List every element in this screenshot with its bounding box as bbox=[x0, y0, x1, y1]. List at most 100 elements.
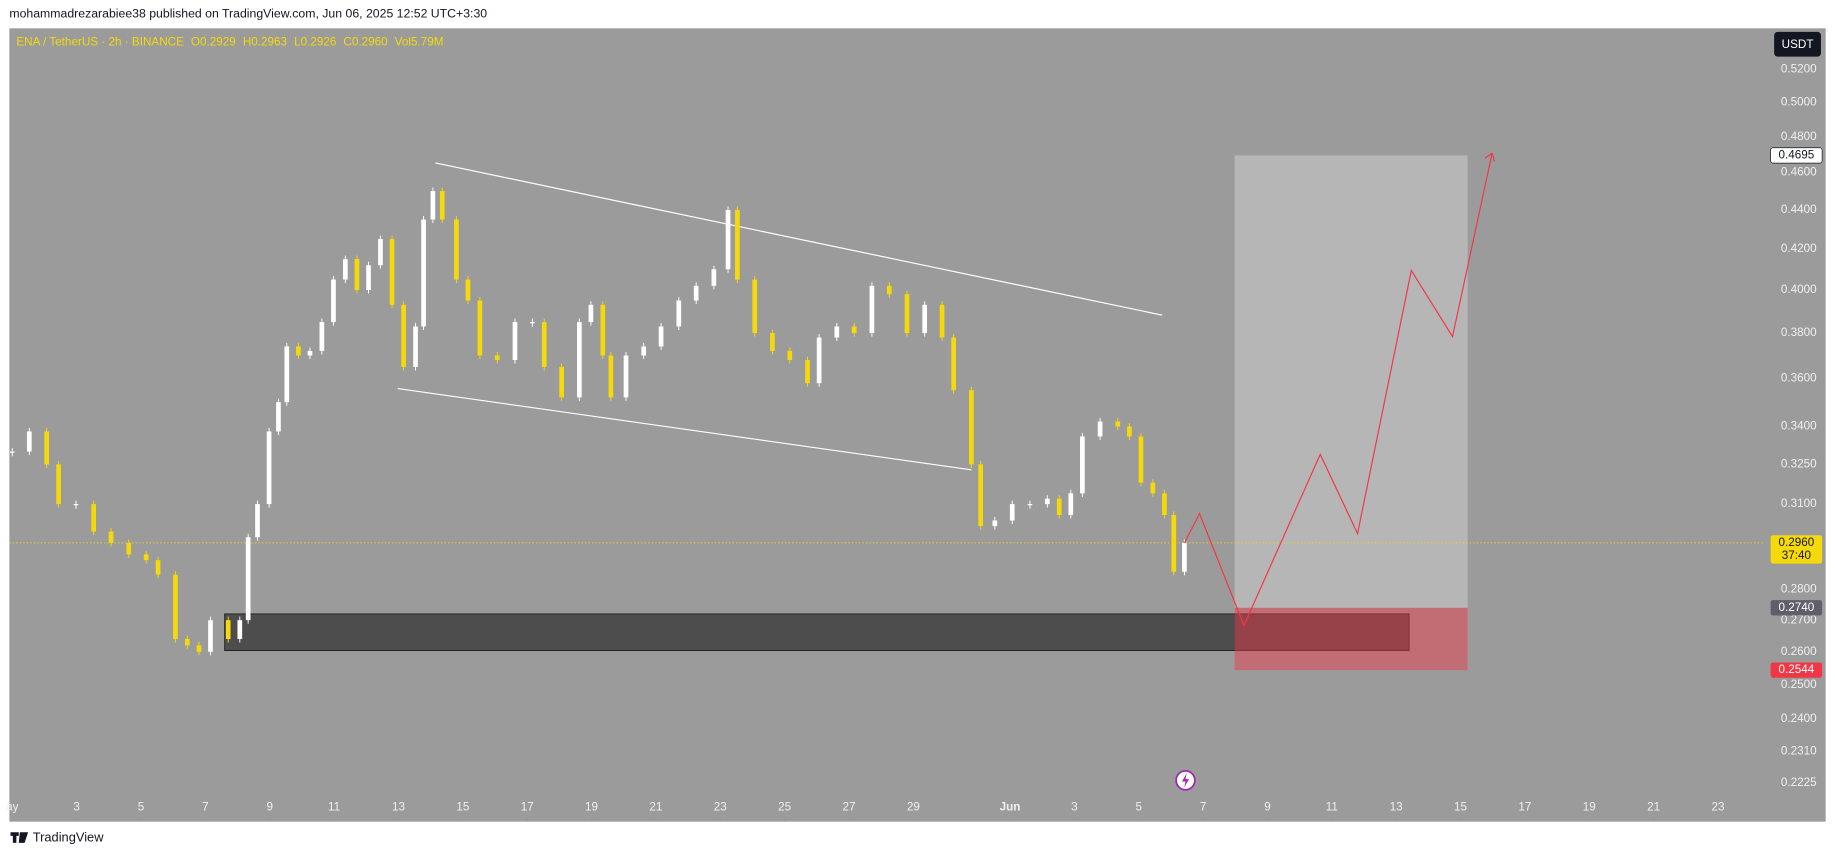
y-tick-label: 0.4400 bbox=[1781, 203, 1817, 216]
x-tick-label: Jun bbox=[1000, 801, 1021, 814]
support-zone bbox=[224, 613, 1410, 652]
y-tick-label: 0.4800 bbox=[1781, 130, 1817, 143]
brand-logo bbox=[10, 832, 29, 843]
currency-box bbox=[1774, 31, 1821, 57]
currency: USDT bbox=[1782, 38, 1814, 51]
y-tick-label: 0.5200 bbox=[1781, 63, 1817, 76]
candle bbox=[245, 537, 251, 621]
y-tick-label: 0.3400 bbox=[1781, 420, 1817, 433]
candle bbox=[1150, 482, 1156, 494]
candle bbox=[44, 431, 50, 465]
price-label: 0.2960 bbox=[1778, 536, 1814, 549]
symbol-legend: ENA / TetherUS · 2h · BINANCE O0.2929 H0.2… bbox=[16, 36, 443, 49]
y-tick-label: 0.2225 bbox=[1781, 776, 1817, 789]
brand: TradingView bbox=[33, 830, 104, 845]
x-tick-label: 11 bbox=[328, 801, 340, 814]
x-tick-label: 7 bbox=[202, 801, 209, 814]
candle bbox=[641, 346, 647, 356]
price-label: 0.2544 bbox=[1778, 663, 1814, 676]
x-tick-label: 3 bbox=[1071, 801, 1078, 814]
stop-box bbox=[1234, 607, 1468, 671]
candle bbox=[155, 560, 161, 575]
candle bbox=[108, 531, 114, 543]
x-tick-label: 17 bbox=[521, 801, 534, 814]
candle bbox=[266, 431, 272, 505]
candle bbox=[559, 366, 564, 398]
candle bbox=[26, 431, 32, 452]
y-tick-label: 0.2700 bbox=[1781, 613, 1817, 626]
price-label: 0.4695 bbox=[1778, 149, 1814, 162]
candle bbox=[752, 279, 758, 334]
x-tick-label: 29 bbox=[907, 801, 920, 814]
plot: ENA / TetherUS · 2h · BINANCE O0.2929 H0.2… bbox=[6, 31, 1823, 822]
candle bbox=[1097, 421, 1103, 437]
candle bbox=[494, 355, 500, 361]
y-tick-label: 0.5000 bbox=[1781, 96, 1817, 109]
candle bbox=[126, 542, 132, 555]
candle bbox=[319, 322, 325, 351]
y-tick-label: 0.3800 bbox=[1781, 326, 1817, 339]
y-tick-label: 0.3100 bbox=[1781, 497, 1817, 510]
candle bbox=[331, 279, 336, 323]
x-tick-label: 3 bbox=[73, 801, 80, 814]
candle bbox=[886, 285, 892, 295]
x-tick-label: 17 bbox=[1518, 801, 1531, 814]
x-tick-label: 7 bbox=[1200, 801, 1207, 814]
x-tick-label: ay bbox=[6, 801, 18, 814]
x-tick-label: 25 bbox=[778, 801, 791, 814]
y-tick-label: 0.3600 bbox=[1781, 372, 1817, 385]
candle bbox=[1027, 504, 1033, 506]
candle bbox=[608, 355, 614, 398]
candle bbox=[354, 259, 360, 290]
x-tick-label: 13 bbox=[392, 801, 405, 814]
candle bbox=[366, 265, 371, 290]
candle bbox=[413, 326, 418, 367]
x-tick-label: 23 bbox=[714, 801, 727, 814]
candle bbox=[1127, 426, 1132, 437]
candle bbox=[711, 269, 717, 286]
price-label-box bbox=[1770, 147, 1823, 164]
candle bbox=[851, 326, 857, 334]
candle bbox=[969, 390, 974, 465]
candle bbox=[143, 554, 149, 561]
candle bbox=[1056, 498, 1062, 515]
candle bbox=[439, 191, 445, 220]
x-tick-label: 27 bbox=[843, 801, 856, 814]
legend-value: L0.2926 bbox=[294, 36, 337, 49]
arrow-head bbox=[1484, 152, 1495, 162]
legend-value: H0.2963 bbox=[243, 36, 288, 49]
event-icon[interactable] bbox=[1175, 770, 1196, 791]
candle bbox=[939, 304, 945, 338]
channel-line bbox=[435, 162, 1163, 316]
candle bbox=[978, 464, 984, 527]
candle bbox=[1115, 421, 1121, 427]
candle bbox=[430, 191, 436, 220]
y-tick-label: 0.3250 bbox=[1781, 457, 1817, 470]
candle bbox=[951, 337, 956, 391]
candle bbox=[922, 304, 928, 334]
candle bbox=[904, 294, 910, 334]
x-tick-label: 21 bbox=[649, 801, 662, 814]
candle bbox=[1044, 498, 1050, 505]
y-tick-label: 0.2400 bbox=[1781, 712, 1817, 725]
candle bbox=[1171, 514, 1177, 572]
candle bbox=[787, 350, 793, 361]
candle bbox=[623, 355, 629, 398]
candle bbox=[454, 219, 459, 280]
y-tick-label: 0.2600 bbox=[1781, 645, 1817, 658]
x-tick-label: 19 bbox=[1583, 801, 1596, 814]
candle bbox=[577, 322, 582, 398]
candle bbox=[284, 346, 290, 403]
x-tick-label: 9 bbox=[266, 801, 273, 814]
candle bbox=[389, 239, 395, 305]
candle bbox=[805, 360, 810, 384]
candle bbox=[56, 464, 61, 505]
candle bbox=[477, 300, 483, 356]
x-tick-label: 15 bbox=[456, 801, 469, 814]
candle bbox=[296, 346, 301, 356]
candle bbox=[693, 285, 699, 301]
y-tick-label: 0.4200 bbox=[1781, 242, 1817, 255]
channel-line bbox=[397, 388, 972, 471]
candle bbox=[185, 639, 190, 646]
x-tick-label: 21 bbox=[1647, 801, 1660, 814]
